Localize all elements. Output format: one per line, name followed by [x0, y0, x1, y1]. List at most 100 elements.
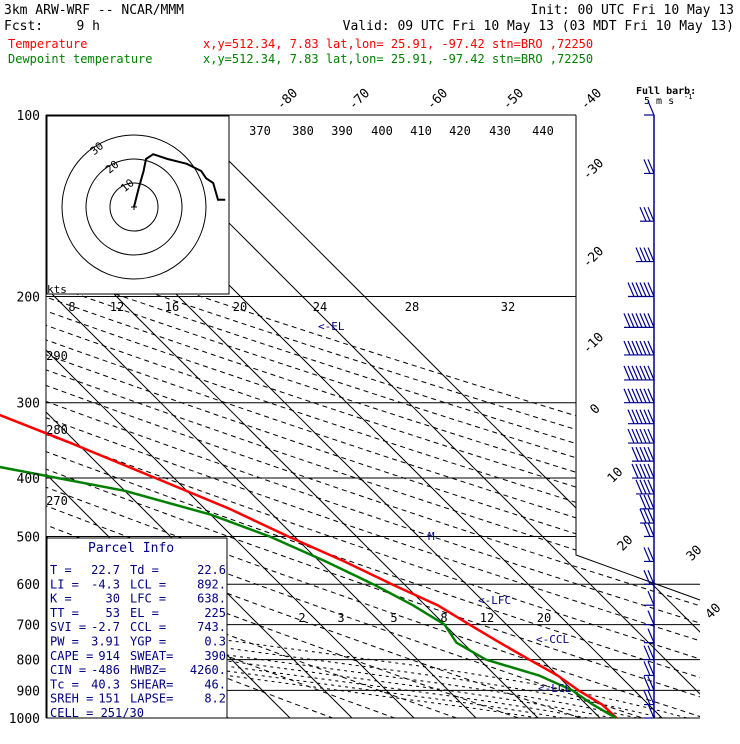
level-marker-label: M [428, 530, 435, 543]
parcel-row-label: CAPE = [50, 649, 93, 663]
barb-flag [643, 479, 651, 495]
legend-dewpoint-info: x,y=512.34, 7.83 lat,lon= 25.91, -97.42 … [203, 52, 593, 66]
legend-dewpoint: Dewpoint temperature [8, 52, 153, 66]
barb-flag [627, 340, 635, 356]
parcel-row-label2: YGP = [130, 635, 166, 649]
right-temperature-label: -30 [580, 156, 607, 183]
right-temperature-label: -20 [580, 244, 607, 271]
barb-flag [639, 446, 647, 462]
barb-flag [639, 365, 647, 381]
hodograph-box [46, 115, 230, 295]
barb-flag [647, 282, 655, 297]
wind-barb [643, 547, 655, 563]
parcel-row-label2: SWEAT= [130, 649, 173, 663]
isotherm-line [46, 115, 552, 718]
barb-flag [647, 100, 655, 116]
parcel-row-label2: Td = [130, 563, 159, 577]
barb-flag [623, 365, 631, 381]
barb-flag [647, 206, 655, 222]
barb-flag [631, 313, 639, 328]
wind-barb [627, 282, 655, 298]
legend-temperature-info: x,y=512.34, 7.83 lat,lon= 25.91, -97.42 … [203, 37, 593, 51]
barb-flag [639, 508, 647, 524]
wind-barb [643, 569, 655, 585]
moist-adiabat-line [46, 296, 539, 718]
wind-barb [644, 100, 655, 116]
barb-flag [643, 463, 651, 479]
wind-barb [627, 409, 655, 425]
barb-flag [639, 388, 647, 403]
barb-flag [639, 494, 647, 510]
barb-flag [647, 522, 655, 537]
barb-flag [635, 446, 643, 462]
parcel-row-value2: 22.6 [197, 563, 226, 577]
parcel-row-value: 151 [98, 692, 120, 706]
barb-flag [635, 409, 643, 424]
barb-flag [635, 479, 643, 495]
moist-adiabat-line [46, 296, 563, 718]
parcel-info-title: Parcel Info [88, 541, 174, 556]
parcel-row-value: 30 [106, 592, 120, 606]
hodograph-ring [85, 158, 183, 256]
pressure-tick-label: 300 [17, 397, 40, 412]
parcel-row-value2: 4260. [190, 663, 226, 677]
barb-flag [643, 690, 651, 705]
barb-flag [647, 479, 655, 495]
barb-flag [635, 313, 643, 328]
top-temperature-label: -80 [274, 86, 301, 113]
barb-flag [623, 340, 631, 356]
barb-flag [627, 388, 635, 403]
right-temperature-label: 40 [703, 601, 725, 623]
parcel-row-value2: 225 [204, 606, 226, 620]
model-title: 3km ARW-WRF -- NCAR/MMM [4, 3, 184, 18]
dry-adiabat-line [46, 115, 674, 718]
barb-flag [647, 388, 655, 403]
barb-flag [639, 282, 647, 297]
dry-adiabat-line [46, 115, 361, 718]
barb-flag [647, 703, 655, 719]
wind-barb [639, 206, 655, 222]
init-time: Init: 00 UTC Fri 10 May 13 [531, 3, 735, 18]
fcst-label: Fcst: [4, 19, 43, 34]
parcel-row-label: PW = [50, 635, 79, 649]
pressure-tick-label: 200 [17, 291, 40, 306]
legend: Temperature x,y=512.34, 7.83 lat,lon= 25… [8, 37, 593, 66]
barb-flag [647, 590, 655, 606]
barb-flag [635, 428, 643, 444]
wind-barb [623, 388, 655, 404]
parcel-row-value2: 390 [204, 649, 226, 663]
barb-flag [643, 428, 651, 444]
valid-time: Valid: 09 UTC Fri 10 May 13 (03 MDT Fri … [343, 19, 734, 34]
barb-flag [643, 365, 651, 381]
barb-flag [631, 463, 639, 479]
top-temperature-label: -70 [346, 86, 373, 113]
barb-flag [627, 282, 635, 297]
level-marker-label: <-LCL [538, 682, 571, 695]
thetae-label: 32 [501, 300, 515, 314]
barb-flag [631, 446, 639, 462]
theta-label: 400 [371, 124, 393, 138]
parcel-cell-value: CELL = 251/30 [50, 706, 144, 720]
barb-flag [623, 313, 631, 328]
barb-flag [639, 340, 647, 356]
parcel-row-label: T = [50, 563, 72, 577]
parcel-row-label2: LAPSE= [130, 692, 173, 706]
dewpoint-line [0, 465, 617, 720]
barb-flag [643, 159, 651, 174]
parcel-row-value2: 46. [204, 677, 226, 691]
thetae-label: 24 [313, 300, 327, 314]
barb-flag [635, 388, 643, 403]
wind-barb [644, 628, 655, 644]
pressure-tick-label: 1000 [9, 712, 40, 727]
mixing-ratio-label: 20 [537, 611, 551, 625]
parcel-row-label2: CCL = [130, 620, 166, 634]
isotherm-line [46, 115, 490, 718]
temperature-line [0, 413, 618, 719]
wind-barb [639, 508, 655, 524]
top-temperature-label: -40 [578, 86, 605, 113]
wind-barbs [623, 100, 655, 719]
theta-label: 430 [489, 124, 511, 138]
wind-barb [643, 676, 655, 692]
parcel-row-value2: 743. [197, 620, 226, 634]
barb-flag [643, 494, 651, 510]
